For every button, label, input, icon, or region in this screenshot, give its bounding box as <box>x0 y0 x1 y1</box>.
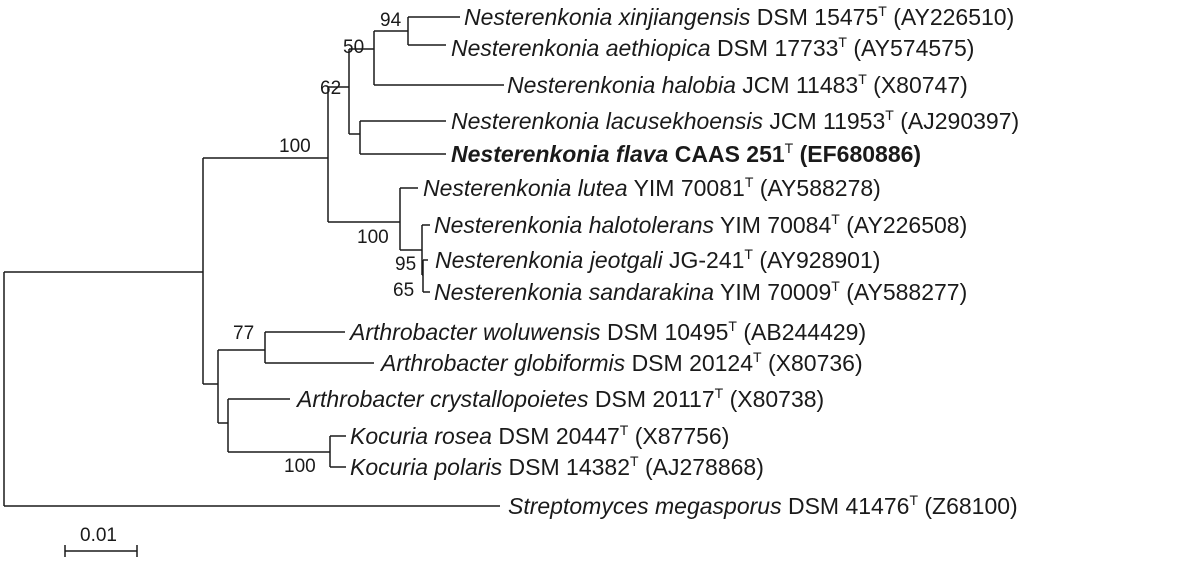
scale-bar-line <box>64 545 138 557</box>
branch-arthro-kocuria <box>217 349 265 424</box>
taxon-label-lutea: Nesterenkonia lutea YIM 70081T (AY588278… <box>423 174 881 201</box>
branch-crystallo-kocuria <box>227 398 330 453</box>
branch-nesterenkonia <box>327 86 400 223</box>
taxon-label-crystallopoietes: Arthrobacter crystallopoietes DSM 20117T… <box>295 385 824 412</box>
branch-root <box>3 271 500 507</box>
taxon-label-flava: Nesterenkonia flava CAAS 251T (EF680886) <box>451 140 921 167</box>
branch-clade-lutea <box>399 187 422 251</box>
scale-bar-label: 0.01 <box>80 525 117 546</box>
taxon-label-sandarakina: Nesterenkonia sandarakina YIM 70009T (AY… <box>434 278 967 305</box>
branch-ingroup <box>202 157 328 385</box>
taxon-label-globiformis: Arthrobacter globiformis DSM 20124T (X80… <box>379 349 863 376</box>
bootstrap-label: 77 <box>233 323 254 344</box>
scale-bar: 0.01 <box>64 525 138 557</box>
taxon-label-halobia: Nesterenkonia halobia JCM 11483T (X80747… <box>507 71 968 98</box>
taxon-labels: Nesterenkonia xinjiangensis DSM 15475T (… <box>295 3 1019 519</box>
tree-branches <box>3 16 504 507</box>
bootstrap-label: 100 <box>279 136 311 157</box>
taxon-label-halotolerans: Nesterenkonia halotolerans YIM 70084T (A… <box>434 211 967 238</box>
branch-lacus-flava <box>359 120 446 155</box>
bootstrap-label: 50 <box>343 37 364 58</box>
bootstrap-label: 100 <box>284 456 316 477</box>
taxon-label-rosea: Kocuria rosea DSM 20447T (X87756) <box>350 422 729 449</box>
taxon-label-lacusekhoensis: Nesterenkonia lacusekhoensis JCM 11953T … <box>451 107 1019 134</box>
branch-clade-62 <box>348 48 374 135</box>
taxon-label-woluwensis: Arthrobacter woluwensis DSM 10495T (AB24… <box>348 318 866 345</box>
taxon-label-aethiopica: Nesterenkonia aethiopica DSM 17733T (AY5… <box>451 34 974 61</box>
branch-clade-94 <box>407 16 460 46</box>
branch-clade-50 <box>373 30 504 86</box>
bootstrap-label: 95 <box>395 254 416 275</box>
taxon-label-xinjiangensis: Nesterenkonia xinjiangensis DSM 15475T (… <box>464 3 1014 30</box>
bootstrap-label: 65 <box>393 280 414 301</box>
bootstrap-label: 62 <box>320 78 341 99</box>
branch-clade-77 <box>264 331 374 364</box>
bootstrap-label: 100 <box>357 227 389 248</box>
taxon-label-megasporus: Streptomyces megasporus DSM 41476T (Z681… <box>508 492 1018 519</box>
branch-clade-100-kocuria <box>329 435 346 468</box>
taxon-label-jeotgali: Nesterenkonia jeotgali JG-241T (AY928901… <box>435 246 880 273</box>
bootstrap-values: 94 50 62 100 100 95 65 77 100 <box>233 10 416 477</box>
branch-clade-65 <box>422 259 430 293</box>
bootstrap-label: 94 <box>380 10 402 31</box>
taxon-label-polaris: Kocuria polaris DSM 14382T (AJ278868) <box>350 453 764 480</box>
